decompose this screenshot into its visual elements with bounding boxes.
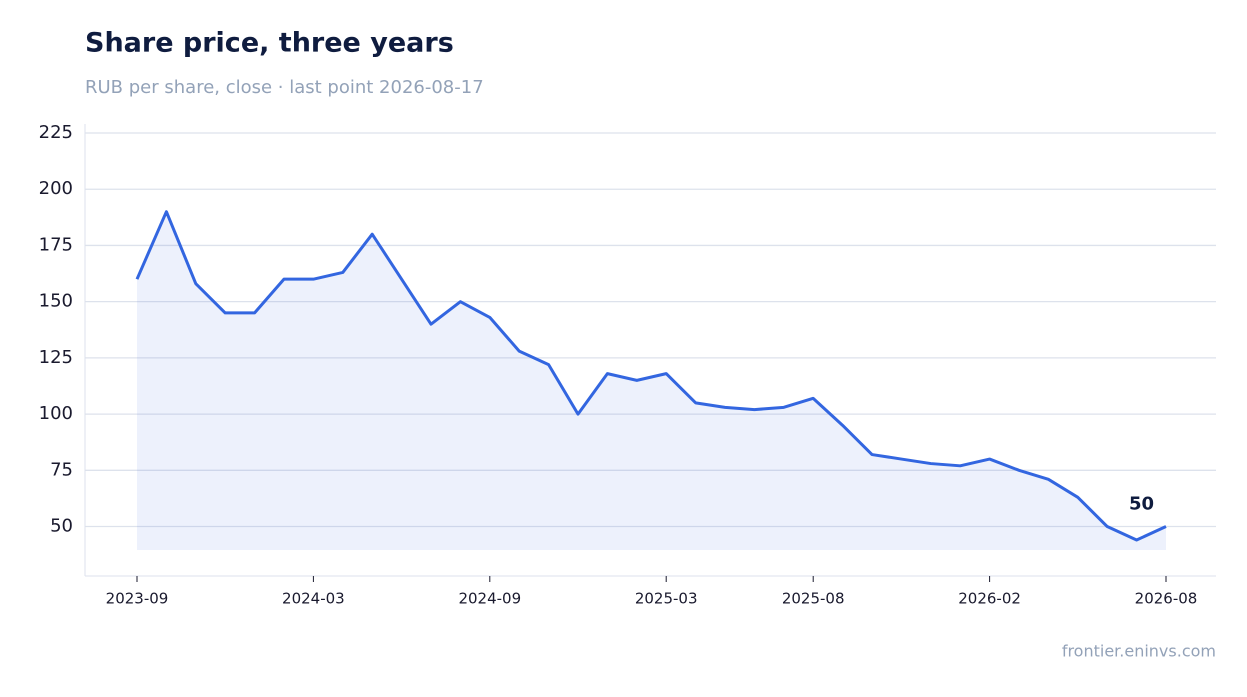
x-tick-label: 2025-08 — [782, 590, 845, 608]
y-tick-label: 225 — [39, 122, 73, 143]
last-value-label: 50 — [1129, 494, 1154, 515]
x-tick-label: 2025-03 — [635, 590, 698, 608]
y-tick-label: 75 — [50, 459, 73, 480]
x-tick-label: 2024-09 — [458, 590, 521, 608]
y-tick-label: 50 — [50, 516, 73, 537]
y-tick-label: 150 — [39, 291, 73, 312]
x-tick-label: 2026-02 — [958, 590, 1021, 608]
x-tick-label: 2023-09 — [106, 590, 169, 608]
chart-subtitle: RUB per share, close · last point 2026-0… — [85, 77, 484, 98]
x-tick-label: 2026-08 — [1135, 590, 1198, 608]
y-tick-label: 125 — [39, 347, 73, 368]
x-tick-label: 2024-03 — [282, 590, 345, 608]
area — [137, 211, 1166, 551]
line — [135, 210, 1167, 542]
y-tick-label: 100 — [39, 403, 73, 424]
y-tick-label: 175 — [39, 234, 73, 255]
chart-title: Share price, three years — [85, 28, 454, 59]
source: frontier.eninvs.com — [1062, 642, 1216, 661]
y-tick-label: 200 — [39, 178, 73, 199]
